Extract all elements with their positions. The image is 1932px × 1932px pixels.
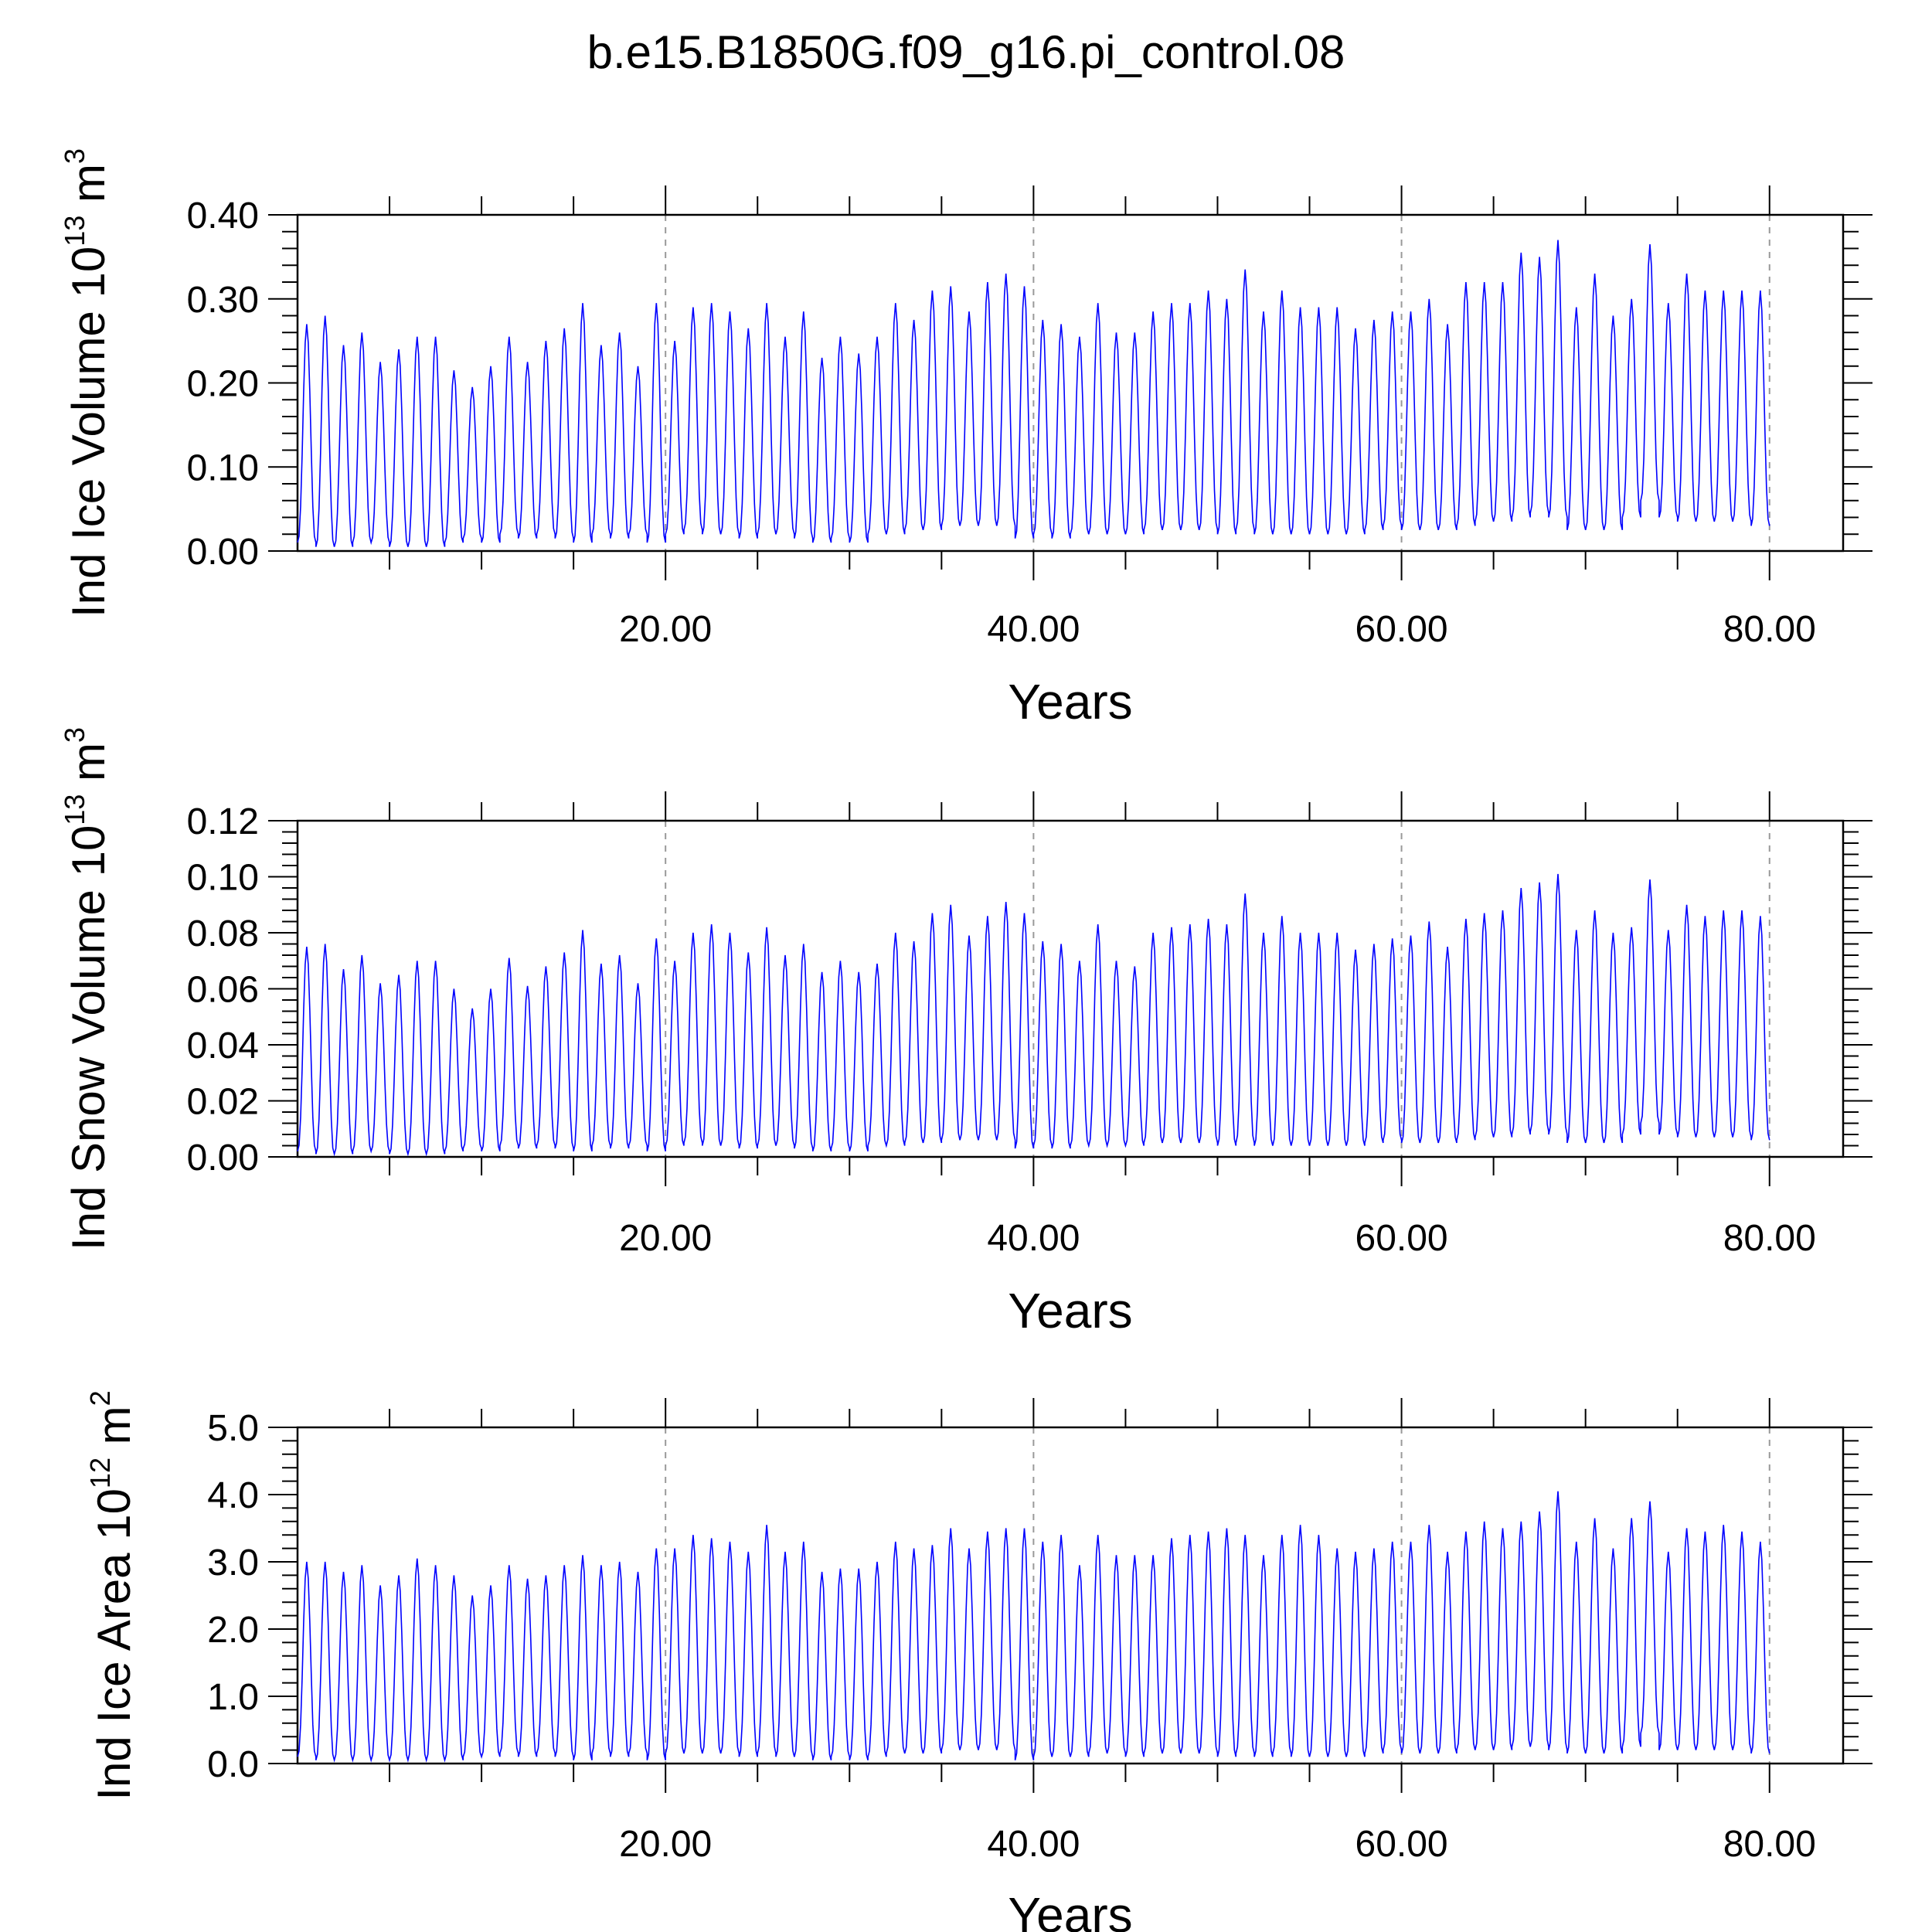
- y-axis-label-main: Ind Snow Volume 10: [63, 825, 114, 1250]
- y-axis-label: Ind Ice Volume 1013 m3: [59, 148, 114, 617]
- panel-snow-volume: 0.00 0.02 0.04 0.06 0.08 0.10 0.12 20.00 40.00 60…: [59, 727, 1872, 1338]
- y-axis-label-sup1: 12: [84, 1458, 116, 1488]
- x-tick-label: 60.00: [1355, 1824, 1448, 1865]
- y-tick-label: 3.0: [207, 1543, 259, 1583]
- y-tick-label: 0.10: [187, 447, 259, 488]
- series-line-snow-volume: [297, 873, 1770, 1157]
- x-tick-label: 40.00: [987, 609, 1080, 650]
- x-tick-label: 80.00: [1723, 1218, 1816, 1259]
- y-tick-label: 0.40: [187, 196, 259, 236]
- x-tick-label: 20.00: [619, 1218, 712, 1259]
- y-axis-label-sup1: 13: [59, 216, 90, 247]
- y-tick-label: 0.0: [207, 1744, 259, 1785]
- y-tick-label: 5.0: [207, 1408, 259, 1449]
- y-axis-label-sup2: 3: [59, 148, 90, 164]
- y-tick-label: 0.02: [187, 1082, 259, 1123]
- y-axis-label-unit: m: [88, 1406, 140, 1458]
- x-tick-label: 40.00: [987, 1218, 1080, 1259]
- x-tick-label: 20.00: [619, 609, 712, 650]
- y-tick-label: 0.06: [187, 970, 259, 1011]
- panel-ice-area: 0.0 1.0 2.0 3.0 4.0 5.0 20.00 40.00 60.00 80.00 Ye…: [84, 1390, 1872, 1932]
- x-tick-label: 60.00: [1355, 609, 1448, 650]
- y-tick-label: 0.12: [187, 801, 259, 842]
- x-tick-label: 60.00: [1355, 1218, 1448, 1259]
- series-line-ice-volume: [297, 240, 1770, 547]
- y-axis-label-unit: m: [63, 743, 114, 794]
- y-tick-label: 0.04: [187, 1026, 259, 1066]
- plot-frame: [296, 1426, 1845, 1765]
- y-tick-label: 1.0: [207, 1677, 259, 1718]
- x-tick-label: 40.00: [987, 1824, 1080, 1865]
- y-axis-label-main: Ind Ice Volume 10: [63, 247, 114, 617]
- y-axis-label-sup1: 13: [59, 794, 90, 825]
- x-tick-label: 20.00: [619, 1824, 712, 1865]
- x-axis-label: Years: [1008, 1283, 1132, 1338]
- y-axis-label: Ind Ice Area 1012 m2: [84, 1390, 140, 1800]
- x-tick-label: 80.00: [1723, 609, 1816, 650]
- y-tick-label: 4.0: [207, 1475, 259, 1516]
- y-axis-label-main: Ind Ice Area 10: [88, 1488, 140, 1801]
- y-tick-label: 0.08: [187, 913, 259, 954]
- panel-ice-volume: 0.00 0.10 0.20 0.30 0.40 20.00 40.00 60.00 80.00…: [59, 148, 1872, 730]
- y-tick-label: 0.20: [187, 364, 259, 405]
- y-tick-label: 0.00: [187, 532, 259, 573]
- y-tick-label: 2.0: [207, 1610, 259, 1651]
- series-line-ice-area: [297, 1491, 1770, 1763]
- x-axis-label: Years: [1008, 1887, 1132, 1932]
- x-tick-label: 80.00: [1723, 1824, 1816, 1865]
- x-axis-label: Years: [1008, 674, 1132, 730]
- y-axis-label-sup2: 3: [59, 727, 90, 743]
- y-axis-label-unit: m: [63, 164, 114, 216]
- y-tick-label: 0.00: [187, 1138, 259, 1179]
- figure-title: b.e15.B1850G.f09_g16.pi_control.08: [587, 26, 1345, 78]
- y-tick-label: 0.10: [187, 858, 259, 899]
- y-axis-label: Ind Snow Volume 1013 m3: [59, 727, 114, 1250]
- y-tick-label: 0.30: [187, 280, 259, 321]
- y-axis-label-sup2: 2: [84, 1390, 116, 1406]
- plot-frame: [296, 819, 1845, 1158]
